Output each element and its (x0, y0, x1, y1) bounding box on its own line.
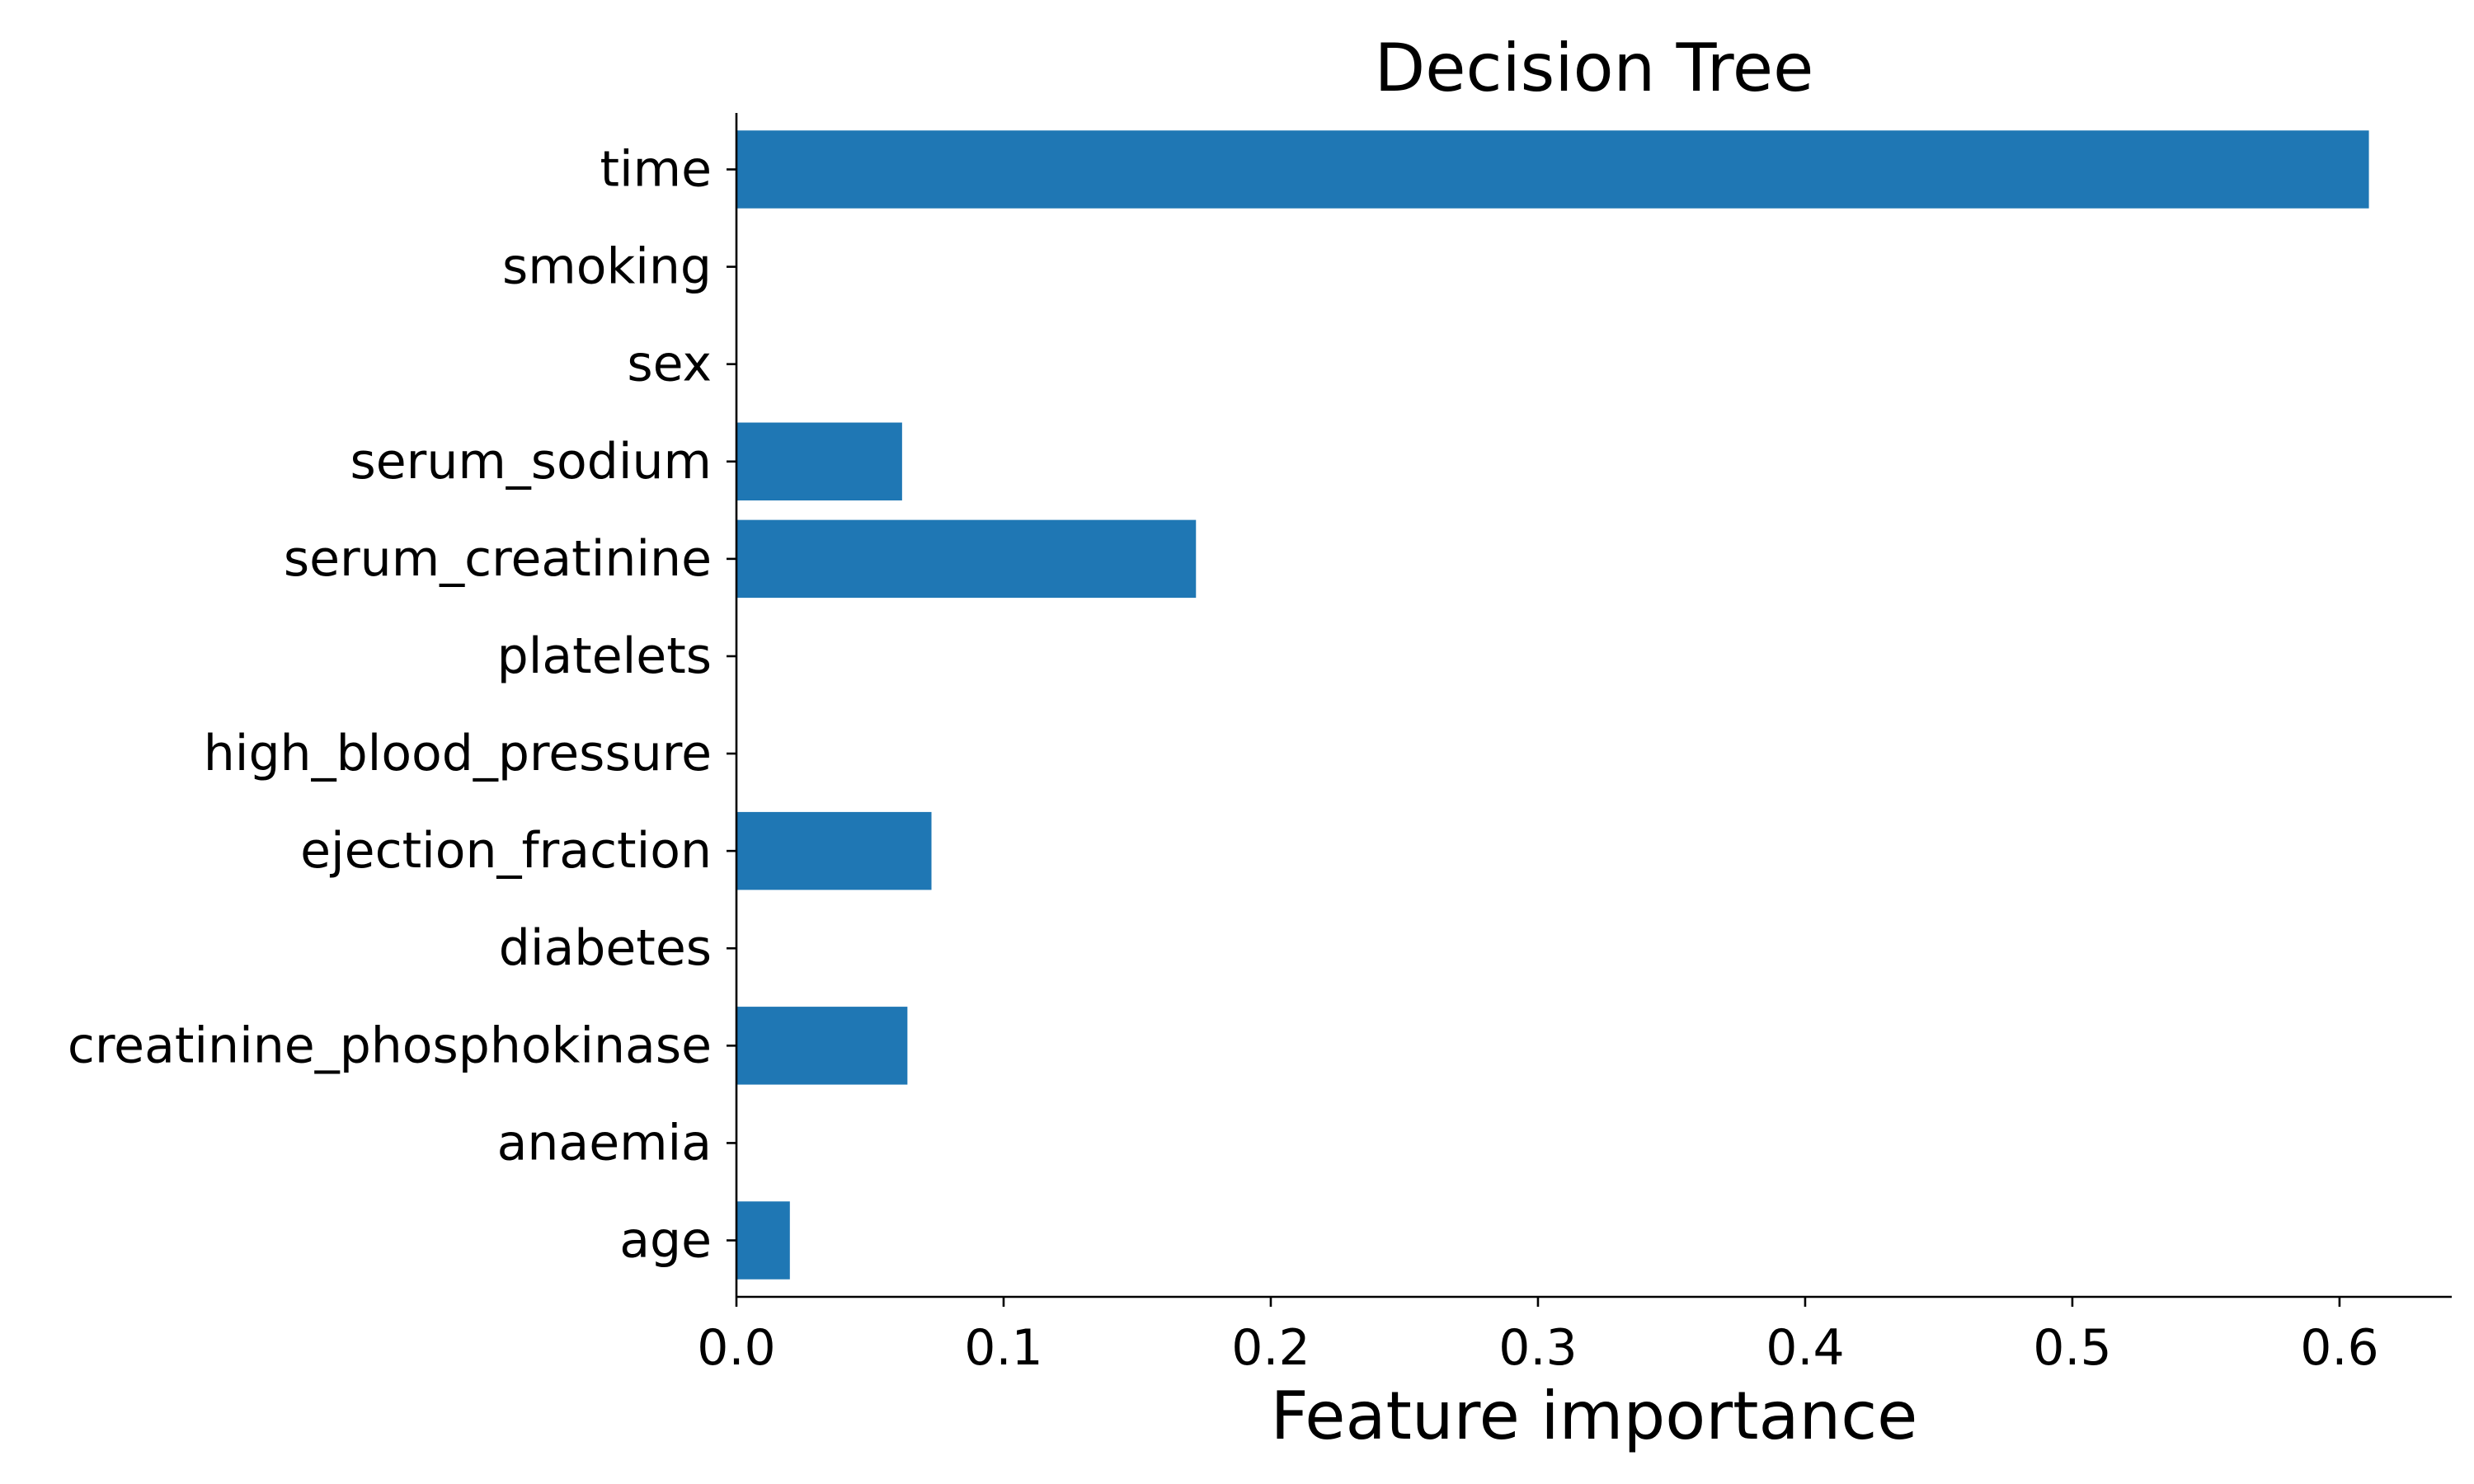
x-tick-label: 0.2 (1231, 1319, 1310, 1377)
y-ticks: age anaemia creatinine_phosphokinase diabet… (68, 140, 736, 1270)
y-tick-label: diabetes (499, 919, 712, 977)
bar-age (736, 1201, 790, 1280)
y-tick-label: ejection_fraction (300, 822, 712, 880)
x-tick-label: 0.1 (964, 1319, 1042, 1377)
axes-layer (735, 113, 2452, 1298)
y-tick-label: age (619, 1212, 712, 1270)
bar-serum-creatinine (736, 519, 1197, 599)
bar-ejection-fraction (736, 811, 932, 890)
y-tick-label: smoking (502, 238, 712, 296)
x-tick-label: 0.4 (1766, 1319, 1844, 1377)
x-axis-label: Feature importance (1271, 1378, 1918, 1454)
y-tick-label: serum_creatinine (284, 530, 712, 588)
x-tick-label: 0.5 (2033, 1319, 2111, 1377)
y-tick-label: serum_sodium (350, 433, 712, 491)
bars-layer (736, 130, 2369, 1280)
bar-time (736, 130, 2369, 209)
y-tick-label: high_blood_pressure (204, 725, 712, 782)
y-tick-label: platelets (497, 627, 712, 685)
x-tick-label: 0.0 (697, 1319, 775, 1377)
y-tick-label: time (600, 140, 712, 198)
y-tick-label: creatinine_phosphokinase (68, 1017, 712, 1074)
y-tick-label: anaemia (497, 1114, 712, 1172)
y-tick-label: sex (627, 336, 712, 393)
bar-serum-sodium (736, 422, 902, 501)
x-ticks: 0.0 0.1 0.2 0.3 0.4 0.5 0.6 (697, 1297, 2379, 1377)
chart-title: Decision Tree (1375, 30, 1814, 106)
x-tick-label: 0.3 (1498, 1319, 1577, 1377)
x-tick-label: 0.6 (2300, 1319, 2378, 1377)
bar-creatinine-phosphokinase (736, 1007, 908, 1085)
